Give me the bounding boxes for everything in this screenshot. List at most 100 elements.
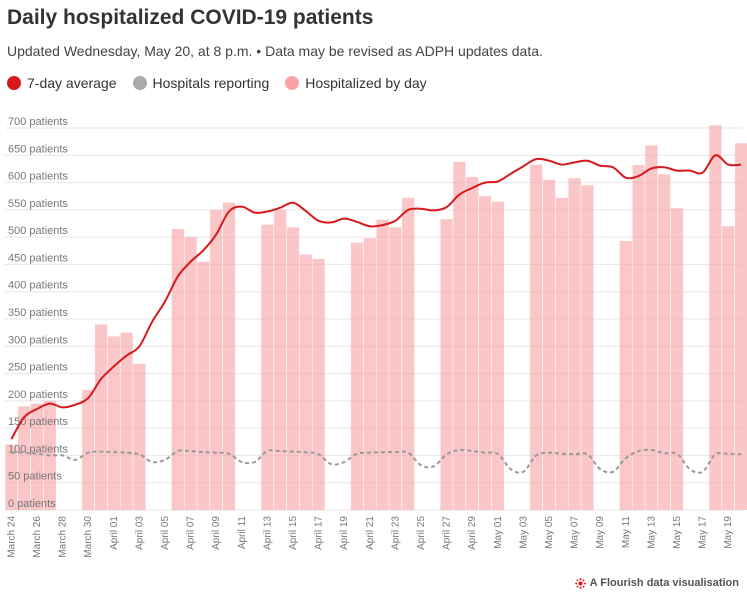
bar-day-41[interactable] <box>530 164 543 510</box>
x-tick-day-16: April 09 <box>211 516 222 550</box>
x-tick-day-6: March 30 <box>83 516 94 558</box>
bar-day-17[interactable] <box>222 202 236 510</box>
bars-hospitalized-by-day <box>5 125 747 511</box>
y-tick-500: 500 patients <box>8 225 68 237</box>
legend-label-hospitalized-by-day: Hospitalized by day <box>305 75 427 91</box>
bar-day-27[interactable] <box>350 242 364 510</box>
bar-day-15[interactable] <box>197 261 210 510</box>
bar-day-16[interactable] <box>210 209 223 510</box>
bar-day-45[interactable] <box>581 185 594 511</box>
series-hospitals-reporting[interactable] <box>11 448 742 474</box>
bar-day-2[interactable] <box>30 403 44 510</box>
bar-day-43[interactable] <box>555 197 568 510</box>
bar-day-51[interactable] <box>658 174 671 510</box>
y-axis-ticks: 0 patients 50 patients 100 patients 150 pat… <box>8 116 68 510</box>
x-tick-day-42: May 05 <box>544 516 555 549</box>
y-tick-650: 650 patients <box>8 143 68 155</box>
bar-day-34[interactable] <box>440 219 453 510</box>
y-tick-150: 150 patients <box>8 416 68 428</box>
bar-day-49[interactable] <box>632 165 645 510</box>
bar-day-50[interactable] <box>645 145 658 510</box>
x-tick-day-56: May 19 <box>723 516 734 549</box>
x-tick-day-24: April 17 <box>314 516 325 550</box>
bar-day-28[interactable] <box>363 238 376 510</box>
y-tick-250: 250 patients <box>8 362 68 374</box>
legend-label-7-day-average: 7-day average <box>27 75 117 91</box>
bar-day-56[interactable] <box>722 226 735 510</box>
bar-day-9[interactable] <box>120 332 133 510</box>
bar-day-55[interactable] <box>709 125 722 511</box>
legend-item-hospitals-reporting[interactable]: Hospitals reporting <box>132 75 270 91</box>
x-tick-day-4: March 28 <box>58 516 69 558</box>
x-tick-day-8: April 01 <box>109 516 120 550</box>
x-tick-day-0: March 24 <box>6 516 17 558</box>
x-tick-day-28: April 21 <box>365 516 376 550</box>
y-tick-50: 50 patients <box>8 471 62 483</box>
bar-day-22[interactable] <box>286 227 300 510</box>
x-tick-day-26: April 19 <box>339 516 350 550</box>
x-tick-day-46: May 09 <box>595 516 606 549</box>
chart-subtitle: Updated Wednesday, May 20, at 8 p.m. • D… <box>7 43 543 59</box>
legend-item-hospitalized-by-day[interactable]: Hospitalized by day <box>285 75 427 91</box>
x-axis-ticks: March 24 March 26 March 28 March 30 April 01… <box>6 516 734 558</box>
y-tick-350: 350 patients <box>8 307 68 319</box>
x-tick-day-36: April 29 <box>467 516 478 550</box>
bar-day-31[interactable] <box>402 197 415 510</box>
bar-day-36[interactable] <box>466 177 479 510</box>
bar-day-37[interactable] <box>478 196 492 510</box>
y-tick-550: 550 patients <box>8 198 68 210</box>
legend: 7-day average Hospitals reporting Hospit… <box>7 75 443 91</box>
series-7-day-average[interactable] <box>10 154 742 440</box>
chart-title: Daily hospitalized COVID-19 patients <box>7 6 374 29</box>
y-tick-450: 450 patients <box>8 252 68 264</box>
y-tick-700: 700 patients <box>8 116 68 128</box>
y-tick-300: 300 patients <box>8 334 68 346</box>
x-tick-day-38: May 01 <box>493 516 504 549</box>
x-tick-day-32: April 25 <box>416 516 427 550</box>
legend-item-7-day-average[interactable]: 7-day average <box>7 75 117 91</box>
bar-day-24[interactable] <box>312 258 325 510</box>
bar-day-29[interactable] <box>376 219 389 510</box>
bar-day-6[interactable] <box>82 389 95 510</box>
x-tick-day-30: April 23 <box>390 516 401 550</box>
bar-day-44[interactable] <box>568 178 581 510</box>
credit-text: A Flourish data visualisation <box>589 577 739 589</box>
bar-day-20[interactable] <box>261 224 274 510</box>
x-tick-day-34: April 27 <box>442 516 453 550</box>
x-tick-day-50: May 13 <box>646 516 657 549</box>
line-7-day-average <box>10 154 742 440</box>
flourish-credit[interactable]: A Flourish data visualisation <box>574 577 739 589</box>
x-tick-day-52: May 15 <box>672 516 683 549</box>
bar-day-7[interactable] <box>94 324 108 510</box>
bar-day-57[interactable] <box>734 143 747 510</box>
bar-day-8[interactable] <box>107 336 120 510</box>
bar-day-1[interactable] <box>18 406 31 510</box>
y-tick-0: 0 patients <box>8 498 56 510</box>
legend-swatch-7-day-average <box>7 76 21 90</box>
legend-swatch-hospitals-reporting <box>132 76 147 90</box>
x-tick-day-54: May 17 <box>698 516 709 549</box>
x-tick-day-12: April 05 <box>160 516 171 550</box>
bar-day-10[interactable] <box>133 363 146 510</box>
x-tick-day-18: April 11 <box>237 516 248 550</box>
x-tick-day-48: May 11 <box>621 516 632 548</box>
y-tick-600: 600 patients <box>8 171 68 183</box>
bar-day-35[interactable] <box>453 161 466 510</box>
legend-label-hospitals-reporting: Hospitals reporting <box>152 75 270 91</box>
bar-day-13[interactable] <box>171 228 184 510</box>
x-tick-day-40: May 03 <box>518 516 529 549</box>
chart-plot: 0 patients 50 patients 100 patients 150 pat… <box>5 116 747 558</box>
bar-day-52[interactable] <box>670 208 684 510</box>
bar-day-38[interactable] <box>491 201 504 510</box>
line-hospitals-reporting <box>11 448 742 474</box>
x-tick-day-22: April 15 <box>288 516 299 550</box>
bar-day-21[interactable] <box>274 209 287 510</box>
x-tick-day-44: May 07 <box>570 516 581 549</box>
x-tick-day-10: April 03 <box>134 516 145 550</box>
bar-day-0[interactable] <box>5 444 18 510</box>
bar-day-30[interactable] <box>389 227 402 510</box>
bar-day-14[interactable] <box>184 237 197 510</box>
bar-day-42[interactable] <box>542 179 556 510</box>
bar-day-23[interactable] <box>299 254 312 510</box>
bar-day-48[interactable] <box>619 240 632 510</box>
